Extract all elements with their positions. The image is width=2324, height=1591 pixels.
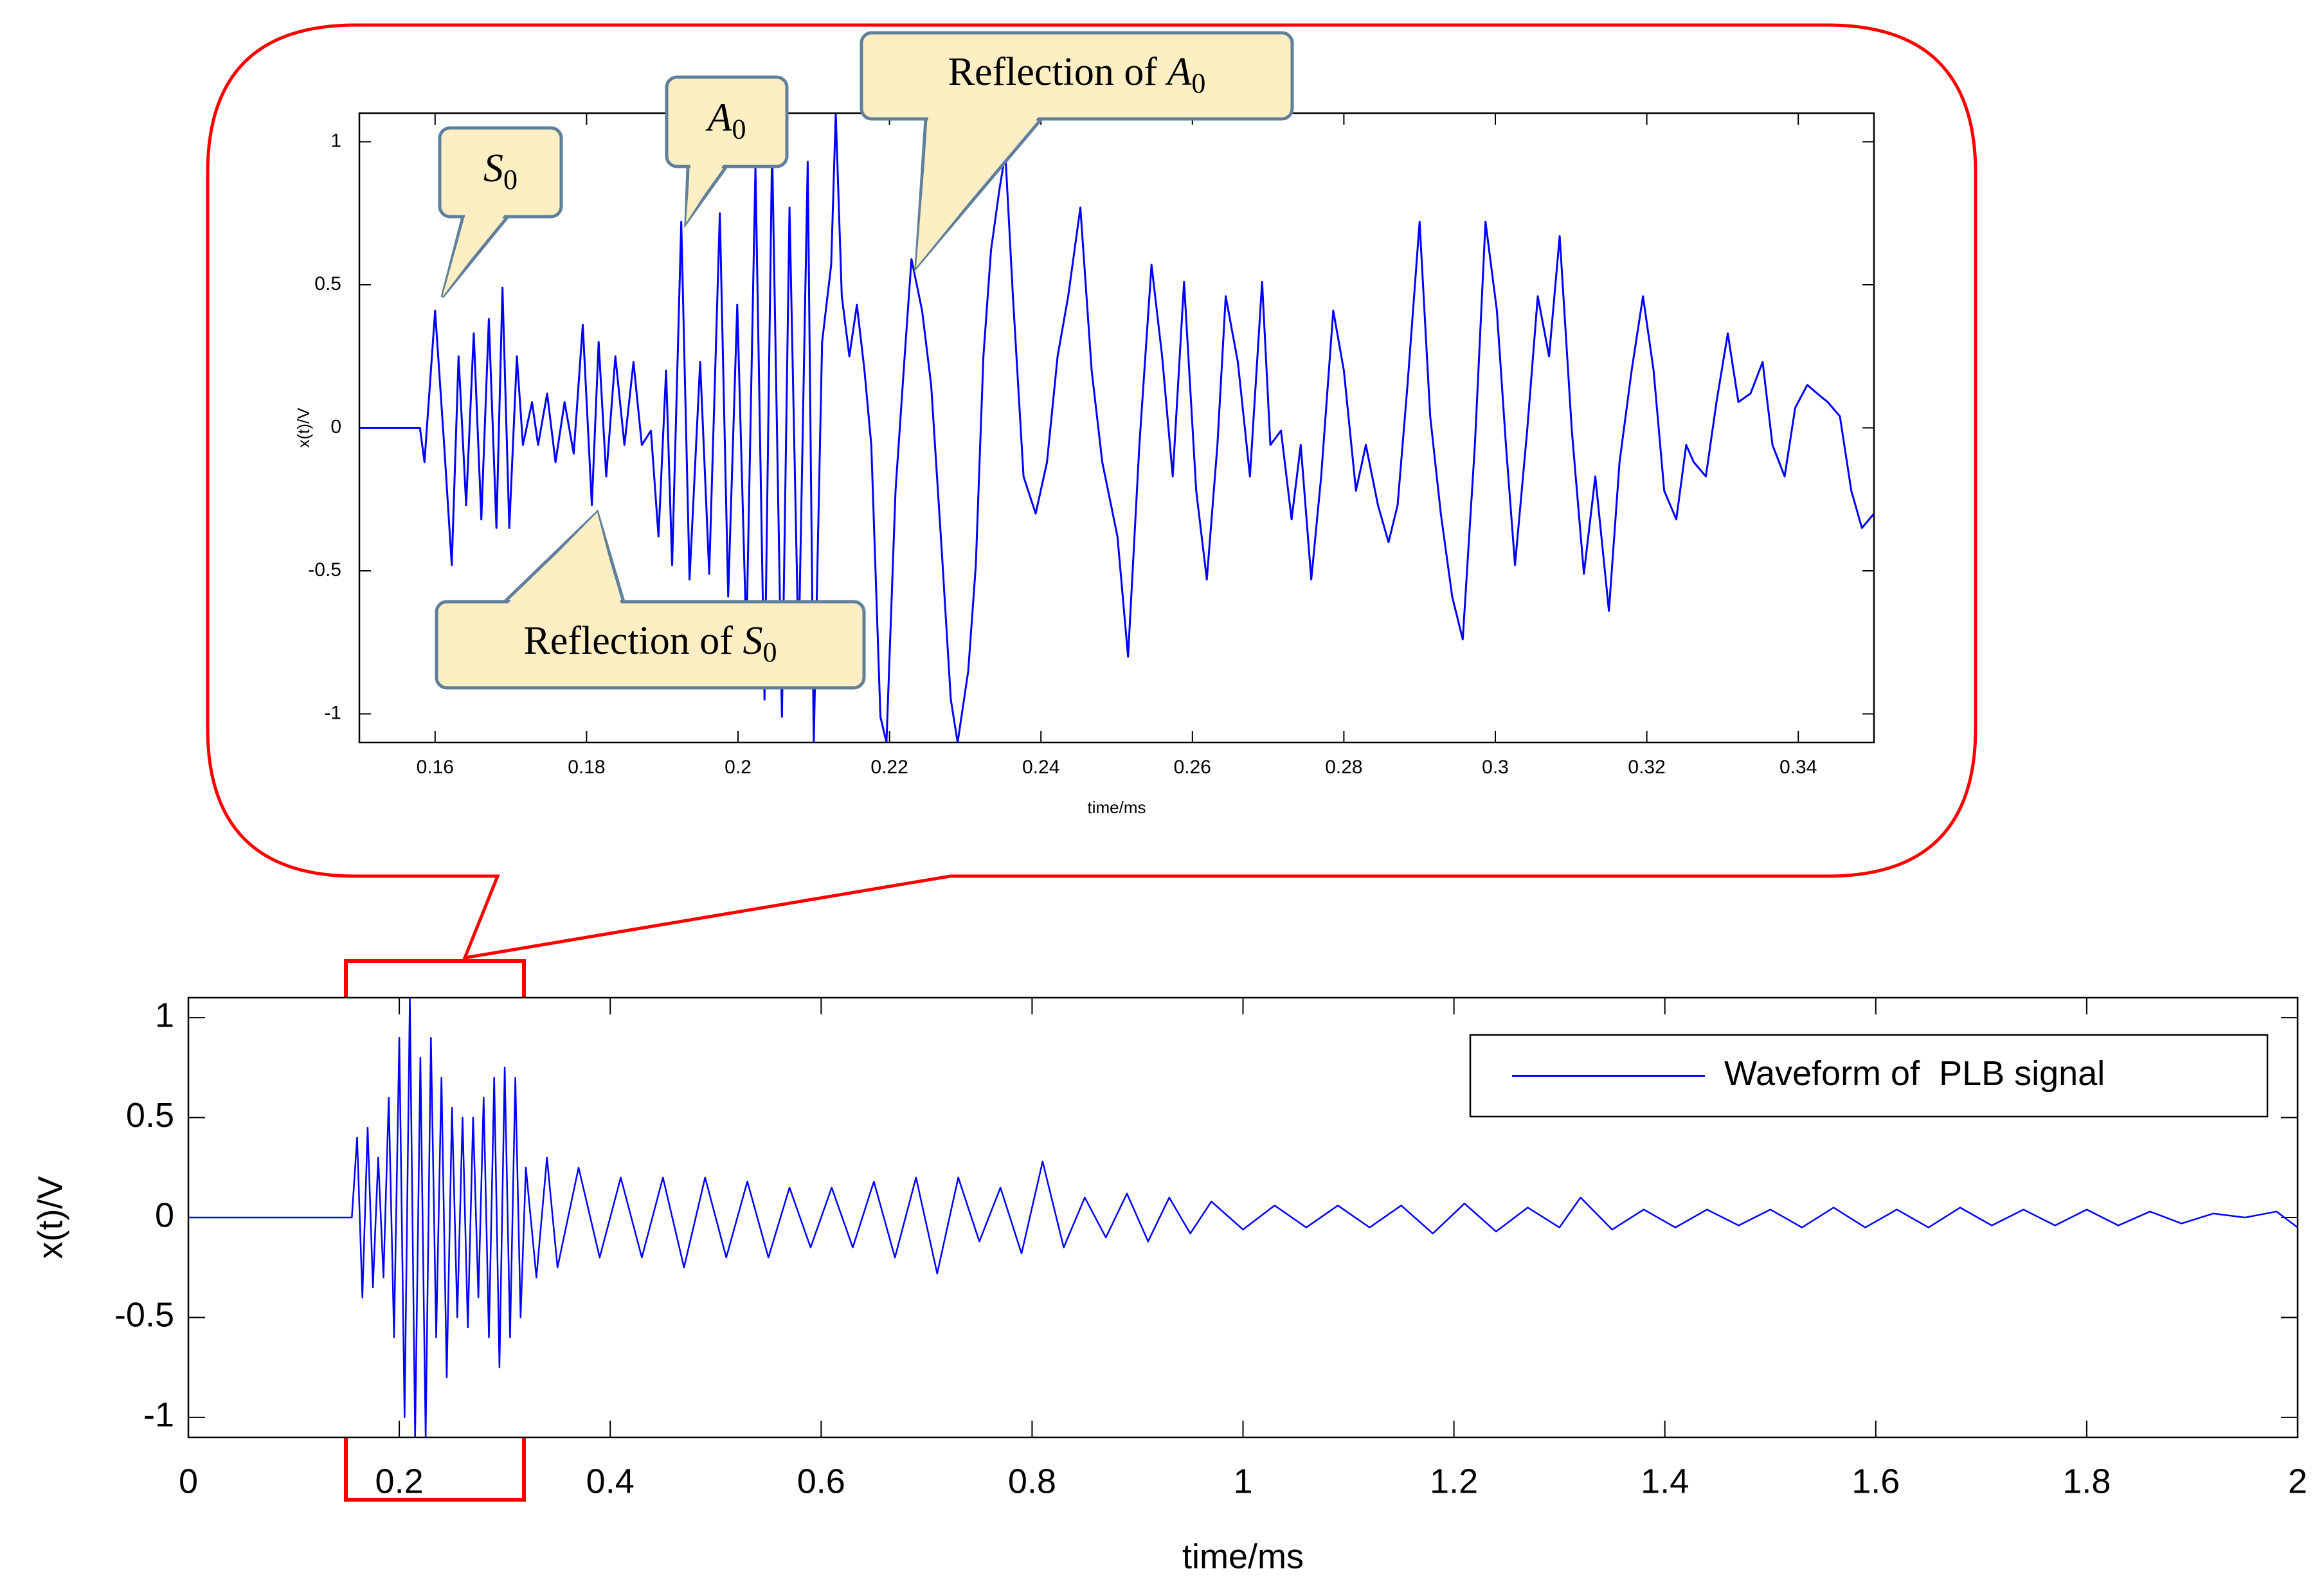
y-tick-label: 0.5 xyxy=(314,273,341,294)
x-tick-label: 1 xyxy=(1233,1462,1252,1500)
annotation-label: Reflection of A0 xyxy=(948,50,1206,99)
x-tick-label: 0.34 xyxy=(1779,757,1817,778)
annotation-box xyxy=(435,600,866,690)
x-axis-label: time/ms xyxy=(1182,1537,1304,1576)
y-tick-label: 0.5 xyxy=(126,1096,174,1135)
plot-frame xyxy=(187,996,2299,1439)
x-tick-label: 0.3 xyxy=(1482,757,1509,778)
y-tick-label: 1 xyxy=(330,130,341,151)
annotation-pointer-fill xyxy=(916,116,1039,267)
annotation-subscript: 0 xyxy=(1191,67,1205,99)
x-tick-label: 0.2 xyxy=(375,1462,424,1500)
zoom-callout xyxy=(206,23,1977,960)
legend-label: Waveform of PLB signal xyxy=(1724,1054,2105,1093)
annotation-subscript: 0 xyxy=(732,114,746,145)
y-tick-label: 1 xyxy=(155,996,174,1034)
x-tick-label: 0.16 xyxy=(417,757,454,778)
annotation-pointer-fill xyxy=(442,214,505,297)
annotation-symbol: S xyxy=(483,147,503,190)
annotation-pointer-fill xyxy=(507,512,621,604)
y-axis-label: x(t)/V xyxy=(294,408,313,448)
x-tick-label: 0.24 xyxy=(1022,757,1059,778)
annotation-prefix: Reflection of xyxy=(948,50,1167,94)
x-tick-label: 1.2 xyxy=(1430,1462,1478,1500)
y-tick-label: -0.5 xyxy=(308,559,341,580)
x-tick-label: 0.22 xyxy=(870,757,908,778)
y-tick-label: -1 xyxy=(143,1396,174,1434)
x-tick-label: 0.28 xyxy=(1325,757,1362,778)
annotation-box xyxy=(860,31,1294,121)
y-tick-label: 0 xyxy=(155,1196,174,1234)
annotation-label: S0 xyxy=(483,147,518,195)
x-tick-label: 0.26 xyxy=(1174,757,1211,778)
annotation: Reflection of A0 xyxy=(860,31,1294,273)
x-tick-label: 0.32 xyxy=(1628,757,1665,778)
y-axis-label: x(t)/V xyxy=(31,1176,69,1259)
annotation-label: Reflection of S0 xyxy=(524,619,777,668)
y-tick-label: -0.5 xyxy=(114,1296,174,1335)
y-tick-label: 0 xyxy=(330,416,341,437)
annotation-subscript: 0 xyxy=(503,164,518,195)
x-tick-label: 0.18 xyxy=(568,757,605,778)
x-tick-label: 0.2 xyxy=(725,757,752,778)
x-tick-label: 0.8 xyxy=(1008,1462,1056,1500)
annotation-symbol: A xyxy=(705,96,733,140)
annotation-symbol: S xyxy=(743,619,762,663)
annotation-label: A0 xyxy=(705,96,746,145)
annotation: S0 xyxy=(438,126,563,298)
annotation-prefix: Reflection of xyxy=(524,619,743,663)
waveform-line xyxy=(359,113,1874,742)
x-tick-label: 0 xyxy=(179,1462,198,1500)
x-tick-label: 2 xyxy=(2288,1462,2307,1500)
annotation-subscript: 0 xyxy=(762,636,777,668)
x-tick-label: 1.4 xyxy=(1641,1462,1689,1500)
annotation: A0 xyxy=(665,75,789,229)
annotation: Reflection of S0 xyxy=(435,509,866,690)
annotation-box xyxy=(665,75,789,168)
waveform-line xyxy=(188,998,2298,1437)
annotation-pointer-fill xyxy=(686,164,724,223)
annotation-symbol: A xyxy=(1165,50,1193,94)
x-tick-label: 1.6 xyxy=(1851,1462,1900,1500)
x-axis-label: time/ms xyxy=(1088,798,1146,817)
x-tick-label: 1.8 xyxy=(2062,1462,2111,1500)
x-tick-label: 0.4 xyxy=(586,1462,635,1500)
y-tick-label: -1 xyxy=(324,702,341,723)
x-tick-label: 0.6 xyxy=(797,1462,845,1500)
